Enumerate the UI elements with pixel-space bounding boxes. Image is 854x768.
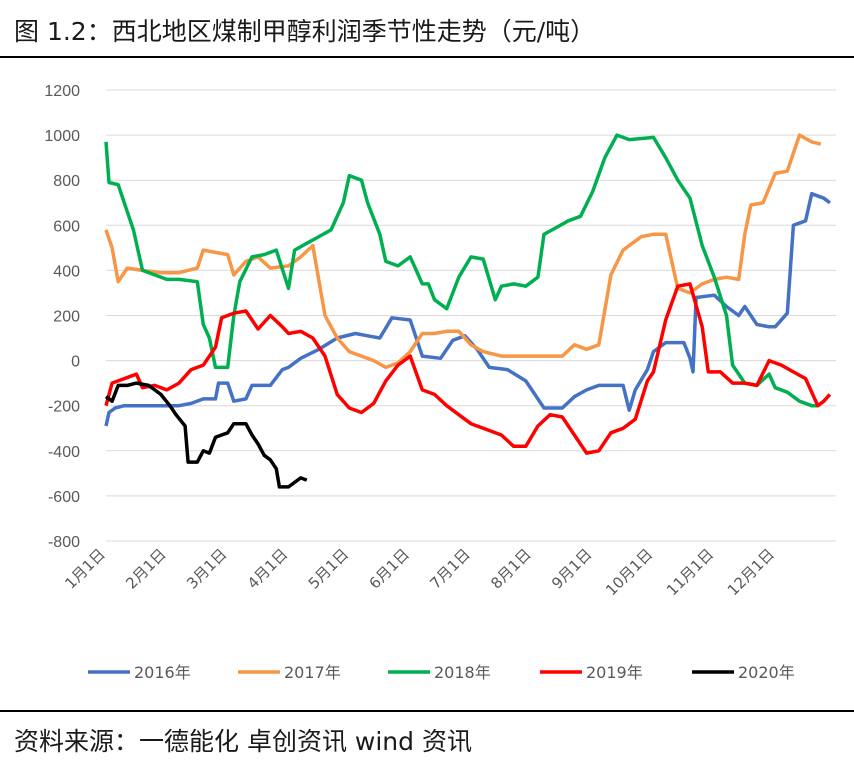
y-tick-label-4: 0: [71, 354, 80, 371]
x-tick-label-6: 7月1日: [426, 545, 473, 592]
legend-label-4: 2020年: [738, 663, 795, 682]
y-tick-label-3: -200: [48, 399, 80, 416]
series-line-1: [104, 133, 822, 370]
series-line-4: [104, 381, 308, 489]
y-tick-label-1: -600: [48, 489, 80, 506]
x-tick-label-4: 5月1日: [305, 545, 352, 592]
x-tick-label-0: 1月1日: [61, 545, 108, 592]
x-tick-label-1: 2月1日: [122, 545, 169, 592]
top-rule: [0, 56, 854, 58]
y-tick-label-10: 1200: [44, 83, 80, 100]
chart-title: 图 1.2：西北地区煤制甲醇利润季节性走势（元/吨）: [14, 17, 596, 46]
x-axis-ticks: 1月1日 2月1日 3月1日 4月1日 5月1日 6月1日 7月1日 8月1日 9月1日 10月1…: [61, 545, 778, 599]
x-tick-label-2: 3月1日: [183, 545, 230, 592]
x-tick-label-3: 4月1日: [244, 545, 291, 592]
x-tick-label-5: 6月1日: [366, 545, 413, 592]
y-tick-label-7: 600: [53, 218, 80, 235]
legend-label-1: 2017年: [284, 663, 341, 682]
legend-label-0: 2016年: [134, 663, 191, 682]
series-lines: [104, 133, 832, 489]
source-note: 资料来源：一德能化 卓创资讯 wind 资讯: [14, 727, 472, 756]
x-tick-label-11: 12月1日: [724, 545, 778, 599]
x-tick-label-9: 10月1日: [602, 545, 656, 599]
x-tick-label-8: 9月1日: [548, 545, 595, 592]
y-tick-label-6: 400: [53, 263, 80, 280]
legend-label-3: 2019年: [586, 663, 643, 682]
x-tick-label-10: 11月1日: [663, 545, 717, 599]
y-axis-ticks: -800 -600 -400 -200 0 200 400 600 800 1000 1200: [44, 83, 80, 551]
y-tick-label-5: 200: [53, 309, 80, 326]
legend-label-2: 2018年: [434, 663, 491, 682]
legend: 2016年 2017年 2018年 2019年 2020年: [88, 663, 795, 682]
y-tick-label-2: -400: [48, 444, 80, 461]
y-tick-label-0: -800: [48, 534, 80, 551]
series-line-0: [104, 191, 831, 427]
x-tick-label-7: 8月1日: [487, 545, 534, 592]
chart-area: -800 -600 -400 -200 0 200 400 600 800 1000 1200 1月…: [44, 83, 836, 682]
series-line-2: [104, 133, 818, 408]
series-line-3: [104, 282, 832, 455]
y-tick-label-8: 800: [53, 173, 80, 190]
bottom-rule: [0, 710, 854, 712]
y-tick-label-9: 1000: [44, 128, 80, 145]
